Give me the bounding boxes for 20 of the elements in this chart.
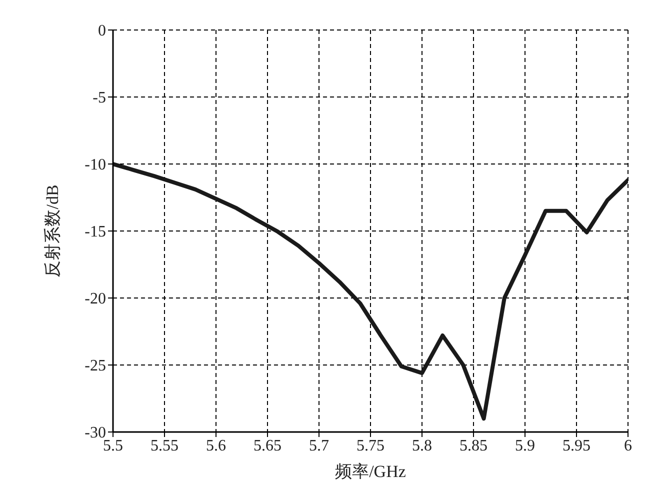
- x-tick-label: 5.55: [150, 437, 178, 454]
- y-tick-label: -5: [92, 90, 106, 107]
- y-tick-label: 0: [98, 22, 106, 40]
- y-tick-label: -10: [84, 156, 106, 174]
- y-tick-label: -15: [84, 224, 106, 241]
- x-tick-label: 5.9: [515, 437, 535, 454]
- x-tick-label: 5.95: [562, 437, 590, 454]
- y-tick-label: -20: [84, 290, 106, 308]
- x-tick-label: 5.75: [356, 437, 384, 454]
- x-tick-label: 5.85: [460, 437, 488, 454]
- x-tick-label: 5.8: [412, 437, 432, 454]
- y-axis-title: 反射系数/dB: [43, 184, 62, 278]
- x-tick-label: 5.6: [206, 437, 226, 454]
- x-tick-label: 5.65: [254, 437, 282, 454]
- x-axis-title: 频率/GHz: [335, 462, 406, 481]
- x-tick-label: 6: [624, 437, 632, 454]
- y-tick-label: -25: [84, 358, 106, 375]
- x-tick-label: 5.7: [309, 437, 329, 454]
- line-series: [113, 162, 628, 421]
- x-tick-label: 5.5: [103, 437, 123, 454]
